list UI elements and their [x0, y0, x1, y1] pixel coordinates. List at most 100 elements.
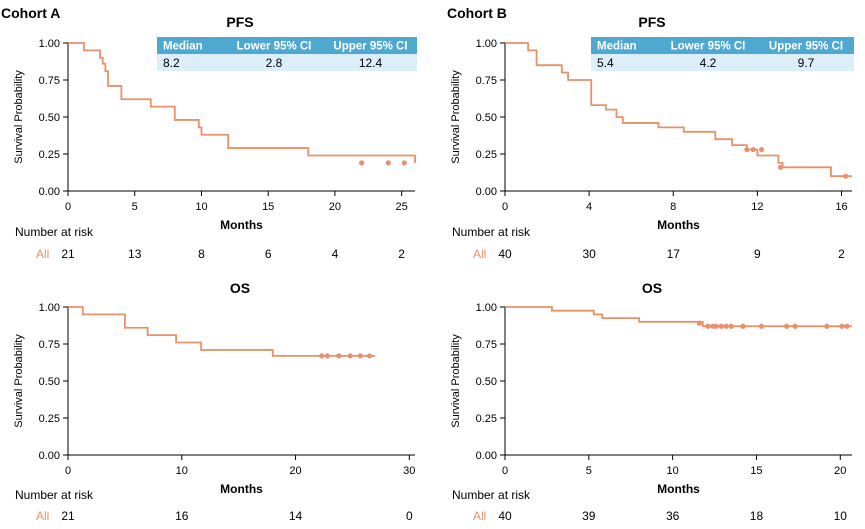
y-tick-label: 1.00: [39, 302, 60, 314]
y-axis-title: Survival Probability: [450, 70, 462, 164]
table-header-cell: Upper 95% CI: [333, 41, 407, 53]
risk-count: 30: [582, 247, 596, 261]
table-header-cell: Median: [163, 41, 203, 53]
y-tick-label: 0.00: [476, 186, 497, 198]
censor-mark: [740, 323, 746, 329]
x-tick-label: 20: [329, 201, 341, 213]
y-tick-label: 0.25: [476, 149, 497, 161]
table-header-bg: [591, 37, 854, 54]
y-tick-label: 1.00: [476, 302, 497, 314]
y-tick-label: 0.50: [476, 112, 497, 124]
table-header-cell: Lower 95% CI: [671, 41, 746, 53]
y-tick-label: 0.00: [39, 450, 60, 462]
risk-table-header: Number at risk: [452, 488, 531, 502]
risk-count: 21: [61, 509, 75, 523]
risk-count: 21: [61, 247, 75, 261]
y-tick-label: 0.75: [476, 339, 497, 351]
table-value-cell: 8.2: [163, 56, 180, 70]
table-value-cell: 5.4: [597, 56, 614, 70]
cohort-a-os-title: OS: [230, 280, 250, 296]
censor-mark: [728, 323, 734, 329]
risk-count: 6: [265, 247, 272, 261]
x-tick-label: 5: [132, 201, 138, 213]
table-row-bg: [157, 54, 417, 71]
risk-count: 18: [750, 509, 764, 523]
y-axis-title: Survival Probability: [450, 334, 462, 428]
y-tick-label: 0.00: [39, 186, 60, 198]
table-header-cell: Upper 95% CI: [769, 41, 843, 53]
x-tick-label: 5: [586, 465, 592, 477]
risk-count: 39: [582, 509, 596, 523]
median-table: Median 8.2 Lower 95% CI 2.8 Upper 95% CI 12.4: [157, 37, 417, 71]
risk-count: 2: [838, 247, 845, 261]
censor-mark: [357, 353, 363, 359]
risk-count: 10: [834, 509, 848, 523]
x-tick-label: 10: [176, 465, 188, 477]
cohort-b-pfs-panel: PFS 0.00 0.25 0.50 0.75 1.00 0 4 8 12 16 Months Surv…: [450, 14, 854, 261]
censor-mark: [359, 160, 365, 166]
x-tick-label: 10: [667, 465, 679, 477]
survival-curve: [68, 42, 416, 163]
table-row-bg: [591, 54, 854, 71]
censor-mark: [758, 323, 765, 329]
cohort-b-pfs-title: PFS: [638, 14, 665, 30]
risk-count: 14: [289, 509, 303, 523]
x-tick-label: 20: [289, 465, 301, 477]
censor-mark: [843, 173, 849, 179]
x-tick-label: 0: [502, 201, 508, 213]
x-tick-label: 0: [65, 465, 71, 477]
risk-count: 0: [406, 509, 413, 523]
censor-mark: [750, 146, 756, 153]
x-tick-label: 0: [502, 465, 508, 477]
risk-group-label: All: [473, 247, 486, 261]
x-tick-label: 15: [262, 201, 274, 213]
risk-table-header: Number at risk: [15, 488, 94, 502]
x-tick-label: 15: [750, 465, 762, 477]
median-table: Median 5.4 Lower 95% CI 4.2 Upper 95% CI 9.7: [591, 37, 854, 71]
censor-mark: [705, 323, 711, 329]
censor-mark: [336, 353, 342, 359]
risk-count: 17: [667, 247, 681, 261]
y-tick-label: 0.75: [476, 75, 497, 87]
risk-count: 13: [128, 247, 142, 261]
y-axis-title: Survival Probability: [13, 334, 25, 428]
table-value-cell: 9.7: [798, 56, 815, 70]
table-value-cell: 12.4: [359, 56, 383, 70]
x-axis-title: Months: [220, 482, 263, 496]
table-header-cell: Lower 95% CI: [237, 41, 312, 53]
y-tick-label: 1.00: [476, 38, 497, 50]
x-tick-label: 4: [586, 201, 592, 213]
risk-group-label: All: [36, 247, 49, 261]
risk-group-label: All: [473, 509, 486, 523]
x-tick-label: 20: [834, 465, 846, 477]
x-tick-label: 10: [195, 201, 207, 213]
censor-mark: [696, 320, 703, 326]
cohort-b-os-panel: OS 0.00 0.25 0.50 0.75 1.00 0 5 10 15 20 Months Surv…: [450, 280, 852, 523]
risk-count: 4: [332, 247, 339, 261]
y-tick-label: 0.50: [476, 376, 497, 388]
censor-mark: [718, 323, 724, 329]
censor-mark: [758, 146, 765, 153]
censor-mark: [744, 146, 750, 153]
x-axis-title: Months: [657, 482, 700, 496]
censor-mark: [385, 160, 391, 166]
censor-mark: [792, 323, 798, 329]
x-tick-label: 0: [65, 201, 71, 213]
y-tick-label: 0.25: [39, 149, 60, 161]
x-tick-label: 30: [403, 465, 415, 477]
table-value-cell: 2.8: [266, 56, 283, 70]
survival-curve: [505, 42, 852, 178]
y-tick-label: 0.75: [39, 75, 60, 87]
censor-mark: [723, 323, 729, 329]
cohort-a-label: Cohort A: [1, 5, 60, 21]
x-tick-label: 25: [396, 201, 408, 213]
censor-mark: [713, 323, 719, 329]
y-axis-title: Survival Probability: [13, 70, 25, 164]
table-value-cell: 4.2: [700, 56, 717, 70]
table-header-bg: [157, 37, 417, 54]
y-tick-label: 0.25: [39, 413, 60, 425]
censor-mark: [347, 353, 353, 359]
risk-group-label: All: [36, 509, 49, 523]
censor-mark: [401, 160, 407, 166]
